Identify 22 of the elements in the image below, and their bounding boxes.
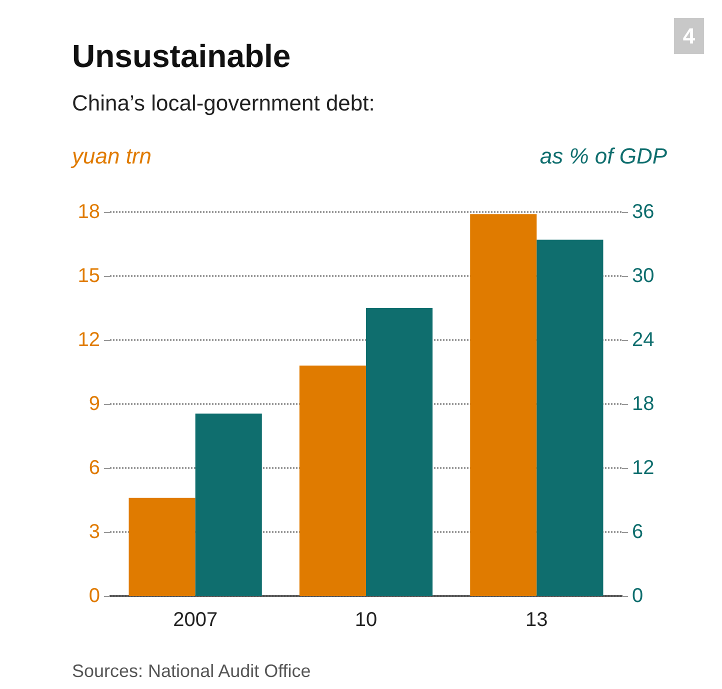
y-tick-label: 18	[78, 201, 100, 223]
y-tick-label: 15	[78, 265, 100, 287]
y2-tick-label: 36	[632, 201, 654, 223]
chart-title: Unsustainable	[72, 38, 291, 74]
y-tick-label: 9	[88, 393, 100, 415]
y-tick-label: 0	[88, 585, 100, 607]
y2-tick-label: 0	[632, 585, 644, 607]
y2-tick-label: 30	[632, 265, 654, 287]
y-axis-title: yuan trn	[70, 144, 152, 168]
y-tick-label: 6	[88, 457, 100, 479]
x-tick-label: 10	[354, 609, 378, 631]
y2-tick-label: 24	[632, 329, 654, 351]
x-tick-label: 13	[526, 609, 548, 631]
y2-tick-label: 18	[632, 393, 654, 415]
y-tick-label: 3	[88, 521, 100, 543]
chart-subtitle: China’s local-government debt:	[72, 90, 375, 116]
y2-axis-title: as % of GDP	[540, 144, 668, 168]
source-note: Sources: National Audit Office	[72, 661, 311, 681]
y-tick-label: 12	[78, 329, 100, 351]
y2-tick-label: 6	[632, 521, 644, 543]
y2-tick-label: 12	[632, 457, 654, 479]
x-tick-label: 2007	[173, 609, 218, 631]
